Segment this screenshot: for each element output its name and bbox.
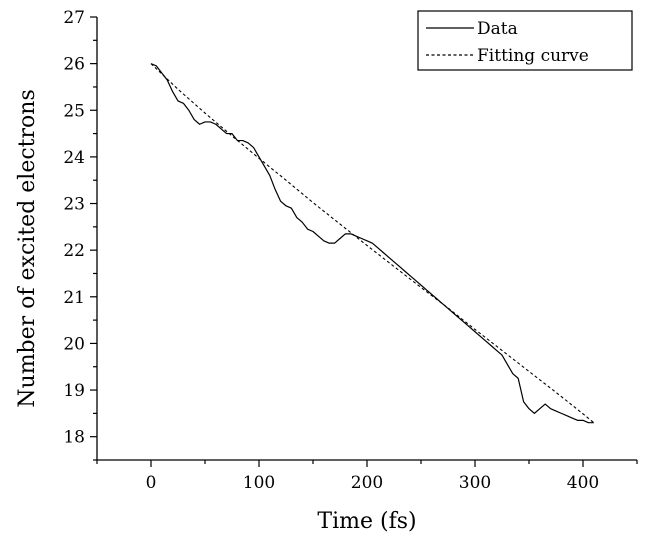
series-line-data	[150, 63, 594, 424]
y-tick-label: 23	[63, 195, 85, 215]
plot-frame	[96, 17, 637, 461]
y-tick-label: 19	[63, 381, 85, 401]
x-tick-label: 400	[567, 473, 599, 493]
y-tick-label: 20	[63, 334, 85, 354]
legend-box	[417, 10, 633, 71]
y-axis-title: Number of excited electrons	[15, 89, 40, 407]
x-tick-label: 0	[146, 473, 157, 493]
series-line-fitting-curve	[150, 63, 595, 424]
y-tick-label: 22	[63, 241, 85, 261]
y-tick-label: 27	[63, 8, 85, 28]
y-tick-label: 26	[63, 55, 85, 75]
x-tick-label: 300	[459, 473, 491, 493]
legend-label-fitting-curve: Fitting curve	[477, 46, 589, 66]
x-tick-label: 100	[243, 473, 275, 493]
legend-label-data: Data	[477, 19, 518, 39]
legend: Data Fitting curve	[417, 10, 633, 71]
series-layer	[150, 63, 595, 424]
x-axis-title: Time (fs)	[317, 509, 416, 534]
y-tick-label: 25	[63, 101, 85, 121]
y-tick-label: 24	[63, 148, 85, 168]
x-axis-ticks: 0 100 200 300 400	[96, 460, 638, 493]
y-tick-label: 18	[63, 428, 85, 448]
y-tick-label: 21	[63, 288, 85, 308]
y-axis-ticks: 18 19 20 21 22 23 24 25 26 27	[63, 8, 97, 461]
x-tick-label: 200	[351, 473, 383, 493]
